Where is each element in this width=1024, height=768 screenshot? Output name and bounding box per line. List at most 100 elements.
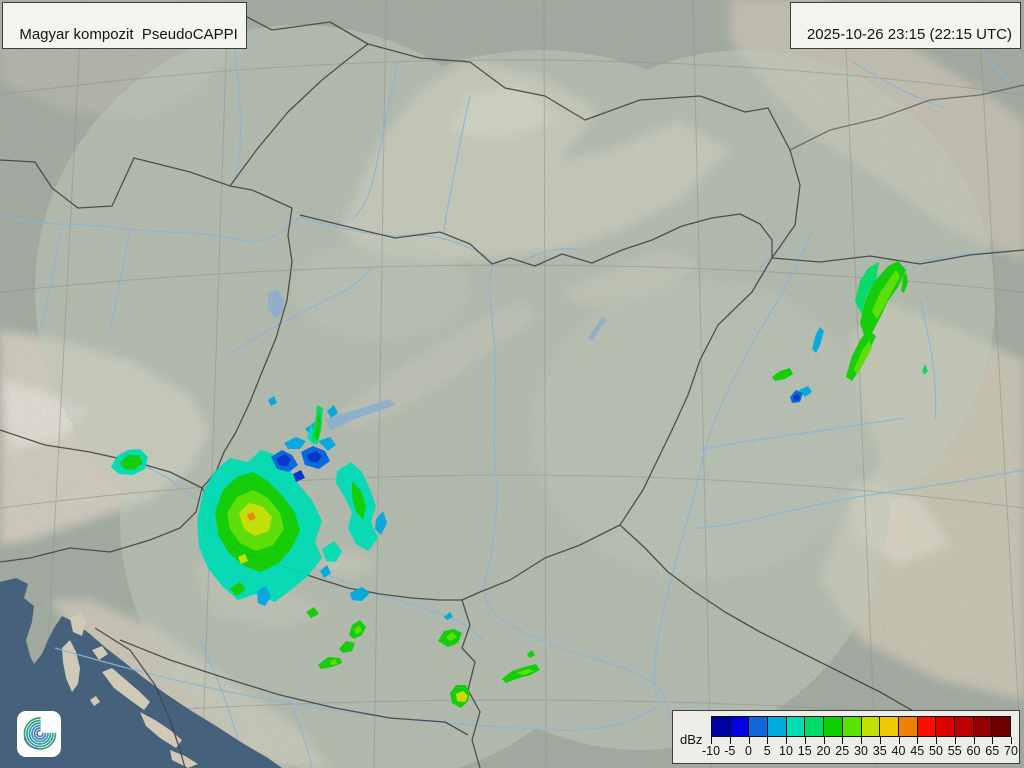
radar-echo-5dBz <box>375 511 387 535</box>
radar-echo-5dBz <box>257 586 271 606</box>
legend-tick <box>917 737 919 744</box>
radar-echo-20dBz <box>527 650 535 658</box>
legend-color-cell <box>767 716 787 737</box>
legend-tick-label: 10 <box>779 744 793 758</box>
legend-tick <box>823 737 825 744</box>
danube-river <box>0 214 673 723</box>
legend-tick-label: 5 <box>763 744 771 758</box>
radar-echo-20dBz <box>306 607 319 618</box>
legend-tick-label: 50 <box>929 744 943 758</box>
legend-color-cell <box>972 716 993 737</box>
legend-tick <box>748 737 750 744</box>
legend-tick-label: 70 <box>1004 744 1018 758</box>
legend-tick-label: 0 <box>745 744 752 758</box>
radar-echo--5dBz <box>307 451 322 463</box>
legend-color-bar <box>711 716 1011 737</box>
radar-echo-5dBz <box>444 612 453 620</box>
legend-tick-label: -10 <box>701 744 721 758</box>
legend-tick <box>842 737 844 744</box>
legend-tick-label: 30 <box>854 744 868 758</box>
radar-echo-30dBz <box>239 503 272 536</box>
legend-color-cell <box>785 716 806 737</box>
radar-echo-20dBz <box>772 368 793 381</box>
legend-color-cell <box>916 716 937 737</box>
radar-echo-20dBz <box>339 641 355 653</box>
product-title-box: Magyar kompozit PseudoCAPPI <box>2 2 247 49</box>
legend-color-cell <box>841 716 862 737</box>
dbz-color-scale-legend: dBz -10 -5 0 5 10 15 20 25 30 35 40 45 50 55 60 65 70 <box>672 710 1020 764</box>
legend-color-cell <box>748 716 769 737</box>
legend-tick-label: 55 <box>947 744 962 758</box>
sea-layer <box>0 578 282 768</box>
radar-echo-5dBz <box>320 565 331 578</box>
radar-echo--5dBz <box>276 454 291 466</box>
legend-color-cell <box>860 716 881 737</box>
met-logo-badge <box>17 711 61 757</box>
radar-echo-30dBz <box>238 554 248 564</box>
radar-echo-5dBz <box>268 396 277 406</box>
met-spiral-logo-icon <box>23 717 57 750</box>
legend-tick <box>992 737 994 744</box>
legend-tick-label: 45 <box>910 744 925 758</box>
lake-balaton <box>325 399 396 431</box>
adriatic-sea <box>0 578 282 768</box>
legend-color-cell <box>935 716 955 737</box>
hungary-south-border <box>461 524 621 601</box>
legend-tick <box>767 737 769 744</box>
radar-echo-35dBz <box>459 695 466 702</box>
radar-echo-layer <box>111 261 928 708</box>
legend-tick <box>861 737 862 744</box>
legend-color-cell <box>711 716 731 737</box>
radar-echo--5dBz <box>293 470 305 482</box>
radar-echo-5dBz <box>350 587 370 601</box>
timestamp-box: 2025-10-26 23:15 (22:15 UTC) <box>789 2 1021 49</box>
legend-color-cell <box>879 716 899 737</box>
legend-tick-label: -5 <box>724 744 736 758</box>
legend-tick <box>786 737 787 744</box>
legend-color-cell <box>991 716 1011 737</box>
radar-echo-25dBz <box>354 625 362 634</box>
radar-echo-10dBz <box>322 541 342 562</box>
legend-color-cell <box>897 716 918 737</box>
legend-tick-label: 15 <box>797 744 812 758</box>
legend-tick <box>729 737 731 744</box>
radar-echo--5dBz <box>793 394 800 401</box>
legend-tick-label: 35 <box>872 744 887 758</box>
radar-echo-40dBz <box>247 512 256 521</box>
legend-tick-label: 65 <box>985 744 1000 758</box>
radar-echo-15dBz <box>922 364 928 375</box>
lakes-layer <box>268 290 606 431</box>
radar-echo-25dBz <box>854 341 872 375</box>
legend-unit-label: dBz <box>680 732 703 747</box>
radar-echo-25dBz <box>872 270 900 319</box>
legend-color-cell <box>823 716 843 737</box>
radar-echo-20dBz <box>120 455 143 470</box>
legend-color-cell <box>953 716 974 737</box>
legend-tick-label: 60 <box>966 744 981 758</box>
radar-echo-25dBz <box>446 632 457 641</box>
radar-echo-20dBz <box>314 410 321 441</box>
legend-tick-label: 25 <box>835 744 850 758</box>
islands <box>62 612 198 768</box>
legend-color-cell <box>804 716 825 737</box>
hungary-north-border <box>299 213 741 267</box>
radar-echo-5dBz <box>327 405 338 418</box>
legend-tick <box>936 737 937 744</box>
legend-color-cell <box>729 716 750 737</box>
tisza-river <box>653 231 813 707</box>
legend-tick <box>954 737 956 744</box>
radar-echo-15dBz <box>855 262 879 315</box>
legend-tick <box>711 737 712 744</box>
radar-echo-20dBz <box>901 272 908 293</box>
radar-echo-5dBz <box>799 386 812 397</box>
legend-tick <box>898 737 900 744</box>
borders-layer <box>0 7 1024 768</box>
radar-echo-5dBz <box>284 437 306 449</box>
hungary-east-border <box>619 257 773 526</box>
legend-tick <box>1011 737 1012 744</box>
radar-echo-25dBz <box>516 669 534 675</box>
legend-tick <box>879 737 881 744</box>
legend-tick <box>804 737 806 744</box>
